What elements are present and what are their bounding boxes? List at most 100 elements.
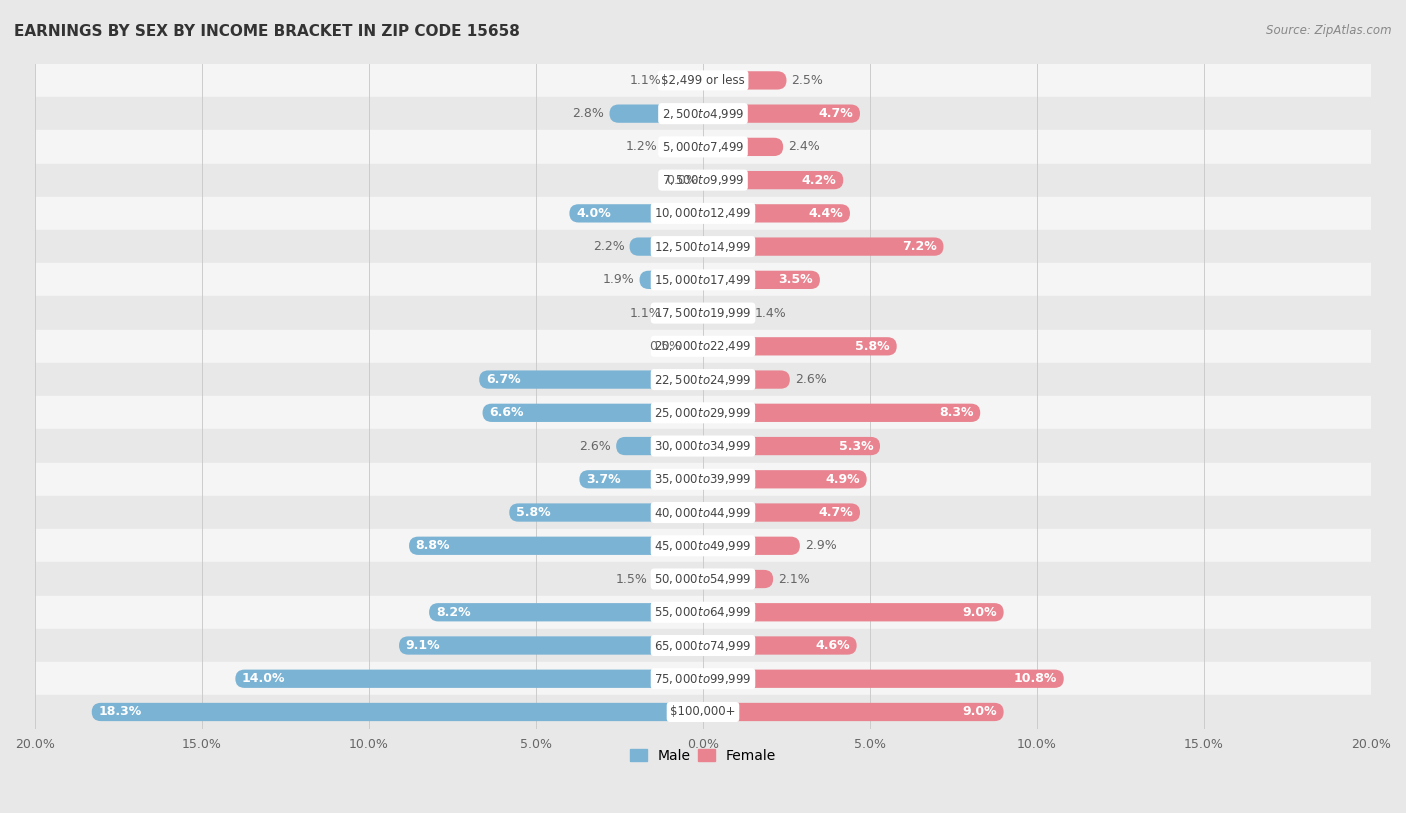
Text: 4.7%: 4.7% <box>818 107 853 120</box>
Bar <box>35 629 1371 662</box>
FancyBboxPatch shape <box>703 237 943 256</box>
FancyBboxPatch shape <box>666 72 703 89</box>
Text: 9.0%: 9.0% <box>962 706 997 719</box>
Text: $100,000+: $100,000+ <box>671 706 735 719</box>
Text: $5,000 to $7,499: $5,000 to $7,499 <box>662 140 744 154</box>
Text: 8.2%: 8.2% <box>436 606 471 619</box>
Text: 10.8%: 10.8% <box>1014 672 1057 685</box>
Text: $2,499 or less: $2,499 or less <box>661 74 745 87</box>
Text: 2.1%: 2.1% <box>778 572 810 585</box>
FancyBboxPatch shape <box>482 404 703 422</box>
FancyBboxPatch shape <box>703 72 786 89</box>
Bar <box>35 97 1371 130</box>
Text: 18.3%: 18.3% <box>98 706 142 719</box>
Text: 2.8%: 2.8% <box>572 107 605 120</box>
Text: 1.4%: 1.4% <box>755 307 786 320</box>
FancyBboxPatch shape <box>703 105 860 123</box>
Text: $75,000 to $99,999: $75,000 to $99,999 <box>654 672 752 685</box>
Text: $35,000 to $39,999: $35,000 to $39,999 <box>654 472 752 486</box>
FancyBboxPatch shape <box>703 137 783 156</box>
Text: $40,000 to $44,999: $40,000 to $44,999 <box>654 506 752 520</box>
FancyBboxPatch shape <box>703 603 1004 621</box>
Text: 2.4%: 2.4% <box>789 141 820 154</box>
Text: 4.0%: 4.0% <box>576 207 610 220</box>
Text: 7.2%: 7.2% <box>903 240 936 253</box>
Bar <box>35 363 1371 396</box>
Text: 2.2%: 2.2% <box>593 240 624 253</box>
Bar <box>35 662 1371 695</box>
Text: 4.6%: 4.6% <box>815 639 851 652</box>
Bar <box>35 396 1371 429</box>
Text: 8.8%: 8.8% <box>416 539 450 552</box>
Text: 6.7%: 6.7% <box>486 373 520 386</box>
FancyBboxPatch shape <box>579 470 703 489</box>
Text: 1.5%: 1.5% <box>616 572 648 585</box>
Text: 5.8%: 5.8% <box>516 506 551 519</box>
Bar <box>35 230 1371 263</box>
Text: 3.5%: 3.5% <box>779 273 813 286</box>
FancyBboxPatch shape <box>703 637 856 654</box>
Text: 2.6%: 2.6% <box>579 440 612 453</box>
FancyBboxPatch shape <box>652 570 703 588</box>
FancyBboxPatch shape <box>509 503 703 522</box>
Legend: Male, Female: Male, Female <box>624 743 782 768</box>
Text: 4.9%: 4.9% <box>825 473 860 486</box>
Text: $25,000 to $29,999: $25,000 to $29,999 <box>654 406 752 420</box>
Text: 4.4%: 4.4% <box>808 207 844 220</box>
FancyBboxPatch shape <box>409 537 703 555</box>
FancyBboxPatch shape <box>703 371 790 389</box>
Text: 3.7%: 3.7% <box>586 473 620 486</box>
Text: 2.5%: 2.5% <box>792 74 824 87</box>
FancyBboxPatch shape <box>686 337 703 355</box>
FancyBboxPatch shape <box>616 437 703 455</box>
FancyBboxPatch shape <box>569 204 703 223</box>
FancyBboxPatch shape <box>703 670 1064 688</box>
Text: $45,000 to $49,999: $45,000 to $49,999 <box>654 539 752 553</box>
FancyBboxPatch shape <box>703 337 897 355</box>
Bar <box>35 463 1371 496</box>
Bar <box>35 529 1371 563</box>
Text: $7,500 to $9,999: $7,500 to $9,999 <box>662 173 744 187</box>
FancyBboxPatch shape <box>703 437 880 455</box>
FancyBboxPatch shape <box>703 537 800 555</box>
FancyBboxPatch shape <box>630 237 703 256</box>
FancyBboxPatch shape <box>703 304 749 322</box>
Text: $22,500 to $24,999: $22,500 to $24,999 <box>654 372 752 386</box>
Text: 5.8%: 5.8% <box>855 340 890 353</box>
FancyBboxPatch shape <box>703 271 820 289</box>
Text: 2.6%: 2.6% <box>794 373 827 386</box>
FancyBboxPatch shape <box>703 470 866 489</box>
Text: EARNINGS BY SEX BY INCOME BRACKET IN ZIP CODE 15658: EARNINGS BY SEX BY INCOME BRACKET IN ZIP… <box>14 24 520 39</box>
FancyBboxPatch shape <box>703 204 851 223</box>
Text: $12,500 to $14,999: $12,500 to $14,999 <box>654 240 752 254</box>
Text: $30,000 to $34,999: $30,000 to $34,999 <box>654 439 752 453</box>
Bar <box>35 596 1371 629</box>
FancyBboxPatch shape <box>703 503 860 522</box>
Text: 14.0%: 14.0% <box>242 672 285 685</box>
Text: 1.9%: 1.9% <box>603 273 634 286</box>
Text: 9.1%: 9.1% <box>406 639 440 652</box>
Bar <box>35 429 1371 463</box>
Text: 2.9%: 2.9% <box>804 539 837 552</box>
Text: 1.1%: 1.1% <box>630 74 661 87</box>
FancyBboxPatch shape <box>91 703 703 721</box>
Bar <box>35 197 1371 230</box>
Bar <box>35 63 1371 97</box>
FancyBboxPatch shape <box>662 137 703 156</box>
FancyBboxPatch shape <box>609 105 703 123</box>
FancyBboxPatch shape <box>703 404 980 422</box>
Bar <box>35 496 1371 529</box>
Text: 1.1%: 1.1% <box>630 307 661 320</box>
Text: $17,500 to $19,999: $17,500 to $19,999 <box>654 306 752 320</box>
Text: $15,000 to $17,499: $15,000 to $17,499 <box>654 273 752 287</box>
Text: $50,000 to $54,999: $50,000 to $54,999 <box>654 572 752 586</box>
Text: 1.2%: 1.2% <box>626 141 658 154</box>
Bar <box>35 130 1371 163</box>
Bar <box>35 163 1371 197</box>
Bar <box>35 695 1371 728</box>
Text: Source: ZipAtlas.com: Source: ZipAtlas.com <box>1267 24 1392 37</box>
FancyBboxPatch shape <box>235 670 703 688</box>
Text: $2,500 to $4,999: $2,500 to $4,999 <box>662 107 744 120</box>
Text: 6.6%: 6.6% <box>489 406 523 420</box>
FancyBboxPatch shape <box>703 171 844 189</box>
